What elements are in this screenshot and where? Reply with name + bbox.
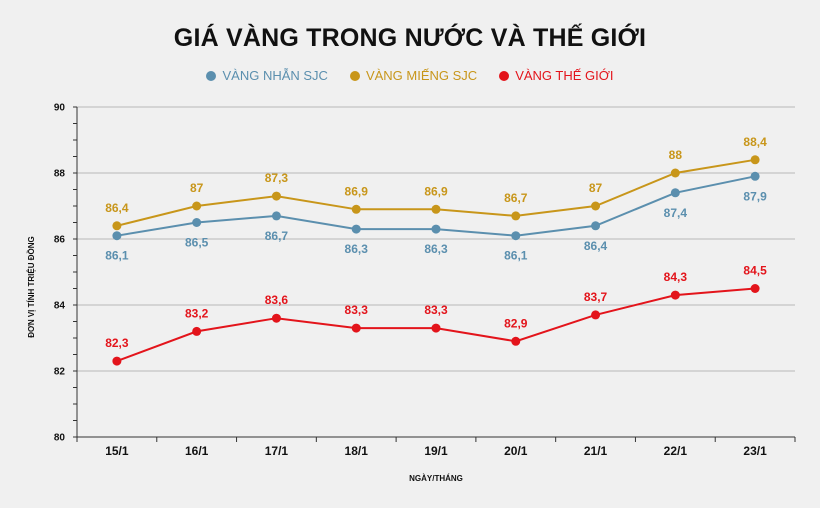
data-point — [670, 290, 680, 300]
data-label: 83,7 — [584, 290, 608, 304]
data-point — [271, 191, 281, 201]
legend-label: VÀNG THẾ GIỚI — [515, 68, 614, 83]
y-tick-label: 80 — [54, 433, 66, 444]
data-label: 86,3 — [345, 242, 369, 256]
data-label: 88,4 — [743, 135, 767, 149]
y-tick-label: 90 — [54, 103, 66, 114]
data-point — [192, 218, 202, 227]
data-point — [112, 231, 122, 241]
data-point — [271, 211, 281, 221]
y-tick-label: 82 — [54, 367, 66, 378]
legend-marker-icon — [499, 70, 510, 81]
data-point — [431, 204, 441, 214]
data-label: 88 — [669, 148, 683, 162]
data-label: 86,1 — [504, 249, 528, 263]
data-point — [271, 313, 281, 323]
data-point — [351, 204, 361, 214]
data-label: 83,3 — [345, 303, 369, 317]
data-point — [351, 323, 361, 333]
x-tick-label: 21/1 — [584, 444, 608, 458]
legend-label: VÀNG MIẾNG SJC — [365, 68, 478, 83]
data-label: 87 — [589, 181, 603, 195]
data-point — [431, 323, 441, 333]
data-point — [112, 356, 122, 366]
chart-legend: VÀNG NHẪN SJC VÀNG MIẾNG SJC VÀNG THẾ GI… — [0, 68, 820, 83]
x-tick-label: 20/1 — [504, 444, 528, 458]
data-point — [591, 310, 601, 320]
data-point — [511, 211, 521, 221]
data-label: 87,3 — [265, 171, 289, 185]
data-label: 86,4 — [584, 239, 608, 253]
legend-marker-icon — [206, 70, 217, 81]
data-label: 86,9 — [345, 184, 369, 198]
data-point — [591, 201, 601, 211]
data-point — [750, 155, 760, 165]
x-tick-label: 15/1 — [105, 444, 129, 458]
data-point — [112, 221, 122, 231]
y-axis-title: ĐƠN VỊ TÍNH TRIỆU ĐỒNG — [26, 236, 36, 338]
data-label: 84,3 — [664, 270, 688, 284]
data-label: 83,6 — [265, 293, 289, 307]
x-tick-label: 18/1 — [345, 444, 369, 458]
legend-item-vang-mieng-sjc: VÀNG MIẾNG SJC — [349, 68, 478, 83]
data-label: 87,9 — [743, 189, 767, 203]
data-point — [670, 168, 680, 178]
x-tick-label: 22/1 — [664, 444, 688, 458]
legend-item-vang-nhan-sjc: VÀNG NHẪN SJC — [206, 68, 328, 83]
x-tick-label: 17/1 — [265, 444, 289, 458]
x-tick-label: 16/1 — [185, 444, 209, 458]
y-tick-label: 88 — [54, 169, 66, 180]
chart-title: GIÁ VÀNG TRONG NƯỚC VÀ THẾ GIỚI — [173, 24, 647, 52]
data-point — [192, 201, 202, 211]
data-point — [591, 221, 601, 231]
x-tick-label: 19/1 — [424, 444, 448, 458]
data-label: 84,5 — [743, 264, 767, 278]
data-label: 86,5 — [185, 236, 209, 250]
legend-item-vang-the-gioi: VÀNG THẾ GIỚI — [499, 68, 614, 83]
data-label: 86,7 — [265, 229, 289, 243]
data-point — [351, 224, 361, 234]
data-point — [511, 336, 521, 346]
data-label: 83,3 — [424, 303, 448, 317]
data-point — [192, 326, 202, 336]
x-axis-title: NGÀY/THÁNG — [409, 474, 463, 483]
data-point — [670, 188, 680, 198]
x-tick-label: 23/1 — [743, 444, 767, 458]
data-label: 87,4 — [664, 206, 688, 220]
data-label: 86,7 — [504, 191, 528, 205]
legend-label: VÀNG NHẪN SJC — [222, 68, 328, 83]
data-label: 86,3 — [424, 242, 448, 256]
legend-marker-icon — [349, 70, 360, 81]
data-point — [750, 171, 760, 181]
data-point — [431, 224, 441, 234]
data-label: 86,1 — [105, 249, 129, 263]
data-label: 87 — [190, 181, 204, 195]
data-label: 86,4 — [105, 201, 129, 215]
y-tick-label: 84 — [54, 301, 66, 312]
data-point — [511, 231, 521, 241]
data-label: 82,3 — [105, 336, 129, 350]
data-point — [750, 284, 760, 293]
data-label: 82,9 — [504, 316, 528, 330]
y-tick-label: 86 — [54, 235, 66, 246]
data-label: 83,2 — [185, 306, 209, 320]
data-label: 86,9 — [424, 184, 448, 198]
